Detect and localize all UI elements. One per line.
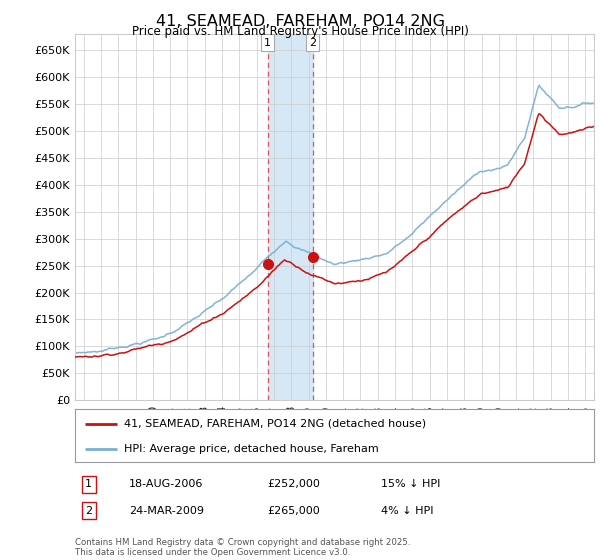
Text: 41, SEAMEAD, FAREHAM, PO14 2NG: 41, SEAMEAD, FAREHAM, PO14 2NG [155,14,445,29]
Text: £265,000: £265,000 [267,506,320,516]
Text: HPI: Average price, detached house, Fareham: HPI: Average price, detached house, Fare… [124,444,379,454]
Text: Price paid vs. HM Land Registry's House Price Index (HPI): Price paid vs. HM Land Registry's House … [131,25,469,38]
Bar [268,34,313,400]
Text: 1: 1 [264,38,271,48]
Text: 41, SEAMEAD, FAREHAM, PO14 2NG (detached house): 41, SEAMEAD, FAREHAM, PO14 2NG (detached… [124,419,427,429]
Text: 15% ↓ HPI: 15% ↓ HPI [381,479,440,489]
Text: Contains HM Land Registry data © Crown copyright and database right 2025.
This d: Contains HM Land Registry data © Crown c… [75,538,410,557]
Text: £252,000: £252,000 [267,479,320,489]
Text: 4% ↓ HPI: 4% ↓ HPI [381,506,433,516]
Text: 2: 2 [85,506,92,516]
Text: 2: 2 [309,38,316,48]
Text: 1: 1 [85,479,92,489]
Text: 18-AUG-2006: 18-AUG-2006 [129,479,203,489]
Text: 24-MAR-2009: 24-MAR-2009 [129,506,204,516]
